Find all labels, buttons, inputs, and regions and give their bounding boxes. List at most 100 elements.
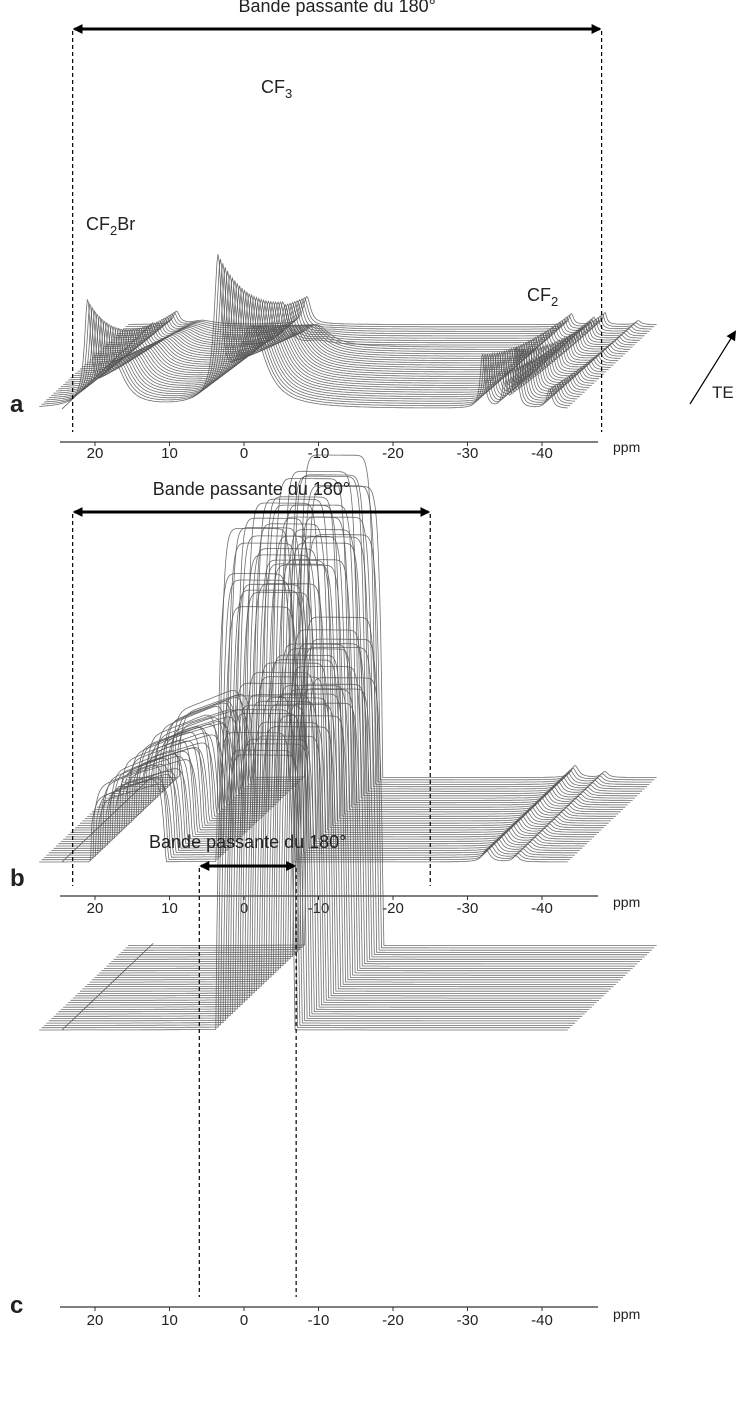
trace: [75, 676, 604, 997]
x-tick-label: -10: [308, 445, 330, 462]
x-axis-unit: ppm: [613, 894, 640, 910]
trace: [125, 638, 655, 949]
trace: [123, 485, 652, 783]
bandwidth-label: Bande passante du 180°: [153, 479, 350, 499]
x-tick-label: -10: [308, 900, 330, 917]
x-tick-label: 20: [87, 1312, 104, 1329]
x-tick-label: 0: [240, 445, 248, 462]
trace: [63, 694, 592, 1008]
peak-label: CF2Br: [86, 214, 135, 238]
x-tick-label: -30: [457, 445, 479, 462]
x-tick-label: -20: [382, 900, 404, 917]
peak-label: CF2: [527, 285, 558, 309]
trace: [123, 298, 652, 330]
x-tick-label: 10: [161, 900, 178, 917]
trace: [125, 534, 655, 781]
trace: [89, 654, 619, 983]
x-tick-label: -40: [531, 900, 553, 917]
x-tick-label: -40: [531, 1312, 553, 1329]
stack-edge: [61, 775, 154, 863]
trace: [65, 289, 595, 384]
bandwidth-label: Bande passante du 180°: [238, 0, 435, 16]
te-arrow: [689, 330, 737, 405]
trace: [53, 277, 583, 395]
trace: [120, 646, 650, 953]
trace: [70, 735, 599, 1001]
trace: [46, 267, 576, 402]
trace: [68, 700, 597, 1003]
trace: [53, 682, 583, 1017]
panel-letter: b: [10, 865, 25, 892]
panel-c: 20 10 0 -10 -20 -30 -40 ppm c Bande passante du 1…: [10, 616, 657, 1329]
trace: [51, 274, 580, 398]
trace: [120, 454, 650, 785]
trace: [56, 704, 585, 1015]
trace: [118, 688, 647, 956]
x-axis-unit: ppm: [613, 439, 640, 455]
x-tick-label: 0: [240, 900, 248, 917]
x-tick-label: 20: [87, 445, 104, 462]
trace: [44, 709, 573, 1026]
trace: [101, 648, 631, 972]
trace: [96, 685, 626, 976]
trace: [80, 697, 609, 992]
trace: [63, 287, 592, 386]
trace: [48, 270, 578, 400]
x-tick-label: -20: [382, 445, 404, 462]
trace: [41, 695, 571, 1029]
stack-edge: [61, 943, 154, 1031]
trace: [60, 738, 590, 1010]
trace: [72, 721, 602, 999]
trace: [41, 258, 571, 407]
x-tick-label: -40: [531, 445, 553, 462]
trace: [108, 665, 638, 965]
spectral-traces: [39, 616, 657, 1031]
x-tick-label: 0: [240, 1312, 248, 1329]
trace: [65, 671, 595, 1006]
trace: [128, 677, 657, 946]
trace: [87, 659, 616, 985]
peak-label: CF3: [261, 77, 292, 101]
trace: [125, 296, 655, 328]
x-tick-label: -30: [457, 900, 479, 917]
stack-edge: [61, 322, 154, 410]
x-tick-label: 10: [161, 1312, 178, 1329]
x-tick-label: -10: [308, 1312, 330, 1329]
trace: [94, 715, 623, 978]
trace: [48, 754, 578, 1022]
trace: [84, 703, 614, 988]
spectral-traces: [39, 254, 657, 409]
x-tick-label: 10: [161, 445, 178, 462]
panel-letter: a: [10, 391, 24, 418]
panel-letter: c: [10, 1292, 23, 1319]
trace: [46, 749, 575, 1024]
trace: [92, 693, 621, 981]
x-tick-label: -30: [457, 1312, 479, 1329]
trace: [58, 283, 587, 391]
te-label: TE: [712, 383, 734, 402]
trace: [51, 713, 580, 1019]
trace: [56, 280, 585, 393]
panel-a: 20 10 0 -10 -20 -30 -40 ppm a Bande passante du 1…: [10, 0, 737, 462]
trace: [120, 299, 650, 332]
trace: [113, 643, 643, 960]
trace: [106, 702, 635, 967]
trace: [128, 295, 657, 325]
x-tick-label: 20: [87, 900, 104, 917]
trace: [44, 263, 573, 404]
trace: [58, 743, 587, 1013]
trace: [99, 643, 628, 974]
spectral-traces: [39, 454, 657, 863]
trace: [116, 683, 645, 958]
trace: [82, 726, 611, 990]
trace: [60, 285, 590, 389]
bandwidth-label: Bande passante du 180°: [149, 832, 346, 852]
trace: [39, 732, 568, 1031]
trace: [77, 662, 607, 994]
x-axis-unit: ppm: [613, 1306, 640, 1322]
trace: [123, 616, 652, 951]
x-tick-label: -20: [382, 1312, 404, 1329]
panel-b: 20 10 0 -10 -20 -30 -40 ppm b Bande passante du 1…: [10, 454, 657, 917]
trace: [39, 254, 568, 409]
